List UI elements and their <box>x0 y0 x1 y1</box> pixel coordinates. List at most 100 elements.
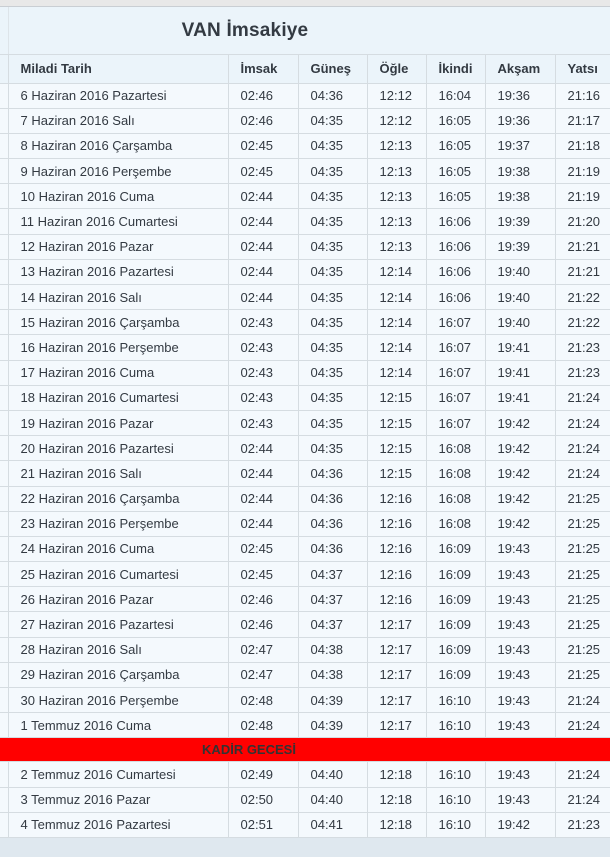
time-cell: 04:35 <box>297 435 368 462</box>
time-cell: 19:42 <box>484 485 556 512</box>
time-cell: 16:09 <box>425 636 486 663</box>
table-row: 25 Haziran 2016 Cumartesi 02:45 04:37 12:16… <box>0 561 610 588</box>
col-header-aksam: Akşam <box>484 55 556 84</box>
time-cell: 21:24 <box>554 786 610 813</box>
time-cell: 21:25 <box>554 561 610 588</box>
time-cell: 19:42 <box>484 435 556 462</box>
spacer-cell <box>0 636 9 663</box>
date-cell: 24 Haziran 2016 Cuma <box>7 535 229 563</box>
table-row: 30 Haziran 2016 Perşembe 02:48 04:39 12:17 1… <box>0 686 610 714</box>
time-cell: 19:43 <box>484 712 556 739</box>
time-cell: 02:46 <box>227 586 299 613</box>
spacer-cell <box>0 561 9 588</box>
time-cell: 04:35 <box>297 183 368 210</box>
spacer-cell <box>0 811 9 838</box>
spacer-cell <box>0 435 9 462</box>
time-cell: 19:42 <box>484 460 556 487</box>
time-cell: 21:24 <box>554 712 610 739</box>
time-cell: 19:43 <box>484 636 556 663</box>
time-cell: 04:38 <box>297 661 368 689</box>
time-cell: 02:46 <box>227 107 299 134</box>
time-cell: 19:36 <box>484 107 556 134</box>
date-cell: 26 Haziran 2016 Pazar <box>7 586 229 613</box>
time-cell: 19:42 <box>484 510 556 537</box>
spacer-cell <box>0 712 9 739</box>
time-cell: 19:41 <box>484 384 556 411</box>
time-cell: 16:08 <box>425 510 486 537</box>
time-cell: 21:19 <box>554 183 610 210</box>
time-cell: 12:13 <box>366 158 427 185</box>
spacer-cell <box>0 611 9 638</box>
table-row: 27 Haziran 2016 Pazartesi 02:46 04:37 12:17… <box>0 611 610 638</box>
time-cell: 04:36 <box>297 485 368 512</box>
spacer-header-cell <box>0 55 9 84</box>
time-cell: 19:37 <box>484 132 556 160</box>
time-cell: 04:40 <box>297 761 368 788</box>
time-cell: 16:10 <box>425 786 486 813</box>
spacer-cell <box>0 309 9 336</box>
spacer-cell <box>0 359 9 386</box>
time-cell: 21:17 <box>554 107 610 134</box>
table-row: 11 Haziran 2016 Cumartesi 02:44 04:35 12:13… <box>0 208 610 235</box>
time-cell: 21:21 <box>554 233 610 260</box>
table-header-row: Miladi Tarih İmsak Güneş Öğle İkindi Akş… <box>0 55 610 84</box>
spacer-cell <box>0 535 9 563</box>
time-cell: 16:09 <box>425 535 486 563</box>
date-cell: 13 Haziran 2016 Pazartesi <box>7 258 229 286</box>
time-cell: 04:36 <box>297 510 368 537</box>
time-cell: 02:44 <box>227 510 299 537</box>
time-cell: 21:25 <box>554 535 610 563</box>
time-cell: 12:16 <box>366 485 427 512</box>
spacer-cell <box>0 786 9 813</box>
time-cell: 19:43 <box>484 561 556 588</box>
time-cell: 04:35 <box>297 107 368 134</box>
date-cell: 6 Haziran 2016 Pazartesi <box>7 82 229 109</box>
time-cell: 19:39 <box>484 208 556 235</box>
date-cell: 18 Haziran 2016 Cumartesi <box>7 384 229 411</box>
time-cell: 12:18 <box>366 811 427 838</box>
page-title: VAN İmsakiye <box>181 20 309 41</box>
spacer-cell <box>0 586 9 613</box>
table-row: 29 Haziran 2016 Çarşamba 02:47 04:38 12:17 1… <box>0 661 610 689</box>
table-row: 13 Haziran 2016 Pazartesi 02:44 04:35 12:14… <box>0 258 610 286</box>
spacer-cell <box>0 334 9 361</box>
date-cell: 28 Haziran 2016 Salı <box>7 636 229 663</box>
table-row: 8 Haziran 2016 Çarşamba 02:45 04:35 12:13 16… <box>0 132 610 160</box>
time-cell: 21:18 <box>554 132 610 160</box>
time-cell: 16:05 <box>425 132 486 160</box>
table-row: 1 Temmuz 2016 Cuma 02:48 04:39 12:17 16:10 19… <box>0 712 610 739</box>
table-row: 18 Haziran 2016 Cumartesi 02:43 04:35 12:15… <box>0 384 610 411</box>
time-cell: 19:40 <box>484 309 556 336</box>
time-cell: 16:08 <box>425 485 486 512</box>
time-cell: 04:36 <box>297 460 368 487</box>
time-cell: 21:24 <box>554 686 610 714</box>
time-cell: 16:06 <box>425 233 486 260</box>
spacer-cell <box>0 761 9 788</box>
time-cell: 12:15 <box>366 435 427 462</box>
prayer-times-table: Miladi Tarih İmsak Güneş Öğle İkindi Akş… <box>0 55 610 838</box>
time-cell: 19:42 <box>484 811 556 838</box>
time-cell: 19:43 <box>484 586 556 613</box>
col-header-gunes: Güneş <box>297 55 368 84</box>
time-cell: 12:17 <box>366 686 427 714</box>
date-cell: 20 Haziran 2016 Pazartesi <box>7 435 229 462</box>
time-cell: 12:13 <box>366 208 427 235</box>
time-cell: 16:09 <box>425 661 486 689</box>
table-row: 7 Haziran 2016 Salı 02:46 04:35 12:12 16:05 1… <box>0 107 610 134</box>
spacer-cell <box>0 283 9 311</box>
time-cell: 12:17 <box>366 712 427 739</box>
col-header-imsak: İmsak <box>227 55 299 84</box>
time-cell: 02:44 <box>227 258 299 286</box>
time-cell: 19:39 <box>484 233 556 260</box>
time-cell: 04:38 <box>297 636 368 663</box>
time-cell: 02:45 <box>227 535 299 563</box>
date-cell: 1 Temmuz 2016 Cuma <box>7 712 229 739</box>
time-cell: 12:14 <box>366 258 427 286</box>
time-cell: 12:17 <box>366 611 427 638</box>
time-cell: 16:09 <box>425 561 486 588</box>
time-cell: 19:38 <box>484 183 556 210</box>
time-cell: 12:16 <box>366 586 427 613</box>
time-cell: 16:10 <box>425 712 486 739</box>
table-row: 14 Haziran 2016 Salı 02:44 04:35 12:14 16:06… <box>0 283 610 311</box>
table-row: 23 Haziran 2016 Perşembe 02:44 04:36 12:16 1… <box>0 510 610 537</box>
